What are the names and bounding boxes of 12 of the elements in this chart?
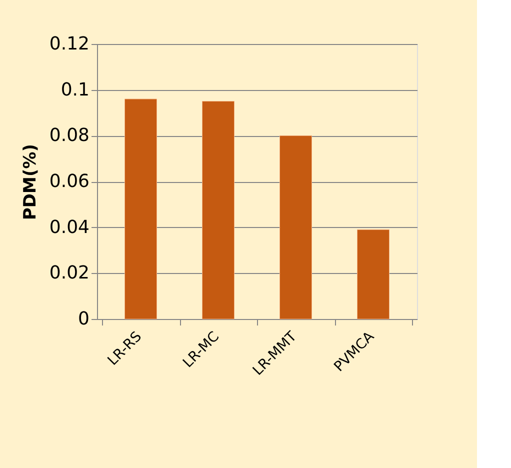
y-tick-label: 0.02 [49,262,90,284]
bar [202,101,234,320]
y-tick-label: 0.04 [49,216,90,238]
bar [280,135,312,320]
bar [357,229,390,320]
y-tick-label: 0.1 [60,79,90,100]
y-tick-label: 0.08 [49,125,90,146]
y-tick-label: 0.12 [49,34,90,54]
y-tick-label: 0 [78,308,90,330]
y-axis-title: PDM(%) [20,144,40,220]
y-tick-label: 0.06 [49,171,90,192]
bar [124,98,157,320]
